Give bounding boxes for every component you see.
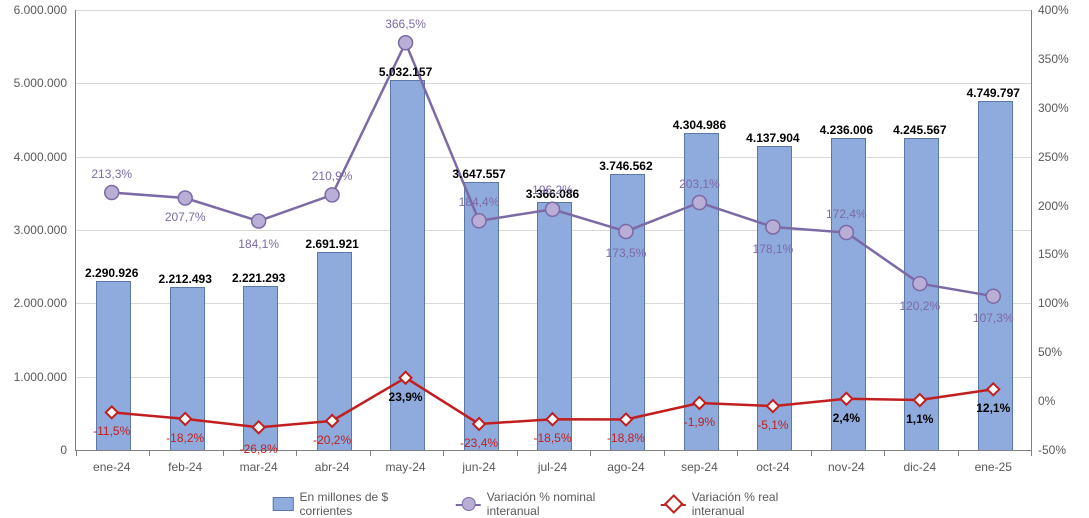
nominal-value-label: 178,1%: [753, 242, 794, 256]
bar-value-label: 4.749.797: [967, 86, 1020, 100]
y-right-tick-label: 350%: [1038, 52, 1069, 66]
y-left-tick-label: 1.000.000: [14, 370, 67, 384]
nominal-value-label: 172,4%: [826, 207, 867, 221]
y-right-tick-label: 50%: [1038, 345, 1062, 359]
legend-swatch-bar: [272, 497, 293, 511]
y-left-tick-label: 6.000.000: [14, 3, 67, 17]
x-tick-label: mar-24: [240, 460, 278, 474]
x-tick-label: ene-24: [93, 460, 130, 474]
y-right-tick-label: 100%: [1038, 296, 1069, 310]
x-tick-label: dic-24: [903, 460, 936, 474]
legend-item: En millones de $ corrientes: [272, 490, 426, 518]
legend-item: Variación % real interanual: [661, 490, 817, 518]
real-value-label: 23,9%: [389, 390, 423, 404]
legend-label: Variación % nominal interanual: [487, 490, 631, 518]
nominal-value-label: 213,3%: [91, 167, 132, 181]
x-tick-label: jun-24: [462, 460, 495, 474]
bar-value-label: 4.304.986: [673, 118, 726, 132]
y-left-tick-label: 0: [60, 443, 67, 457]
nominal-value-label: 366,5%: [385, 17, 426, 31]
nominal-value-label: 210,9%: [312, 169, 353, 183]
x-tick-label: nov-24: [828, 460, 865, 474]
real-value-label: 12,1%: [976, 401, 1010, 415]
legend: En millones de $ corrientes Variación % n…: [272, 490, 817, 518]
nominal-value-label: 196,2%: [532, 183, 573, 197]
bar-value-label: 2.691.921: [305, 237, 358, 251]
bar-value-label: 2.290.926: [85, 266, 138, 280]
bar-value-label: 3.647.557: [452, 167, 505, 181]
bar-value-label: 3.746.562: [599, 159, 652, 173]
real-value-label: -11,5%: [93, 424, 130, 438]
real-value-label: -1,9%: [684, 415, 715, 429]
legend-label: Variación % real interanual: [692, 490, 817, 518]
y-right-tick-label: -50%: [1038, 443, 1066, 457]
bar-value-label: 4.236.006: [820, 123, 873, 137]
legend-swatch-line: [661, 497, 686, 511]
legend-item: Variación % nominal interanual: [456, 490, 631, 518]
x-tick-label: sep-24: [681, 460, 718, 474]
x-tick-label: oct-24: [756, 460, 789, 474]
y-left-tick-label: 4.000.000: [14, 150, 67, 164]
y-right-tick-label: 400%: [1038, 3, 1069, 17]
y-right-tick-label: 300%: [1038, 101, 1069, 115]
real-value-label: -20,2%: [313, 433, 351, 447]
real-value-label: -5,1%: [757, 418, 788, 432]
real-value-label: -18,8%: [607, 431, 645, 445]
bar-value-label: 4.245.567: [893, 123, 946, 137]
x-tick-label: ago-24: [607, 460, 644, 474]
real-value-label: 2,4%: [833, 411, 860, 425]
x-tick-label: ene-25: [975, 460, 1012, 474]
nominal-value-label: 107,3%: [973, 311, 1014, 325]
y-left-tick-label: 2.000.000: [14, 296, 67, 310]
x-tick-label: feb-24: [168, 460, 202, 474]
y-right-tick-label: 0%: [1038, 394, 1055, 408]
legend-swatch-line: [456, 497, 481, 511]
combo-chart: En millones de $ corrientesVariación % n…: [0, 0, 1089, 512]
nominal-value-label: 173,5%: [606, 246, 647, 260]
bar-value-label: 4.137.904: [746, 131, 799, 145]
y-left-tick-label: 5.000.000: [14, 76, 67, 90]
y-right-tick-label: 150%: [1038, 247, 1069, 261]
y-left-tick-label: 3.000.000: [14, 223, 67, 237]
nominal-value-label: 120,2%: [899, 299, 940, 313]
nominal-value-label: 207,7%: [165, 210, 206, 224]
real-value-label: -23,4%: [460, 436, 498, 450]
bar-value-label: 5.032.157: [379, 65, 432, 79]
real-value-label: -26,8%: [240, 442, 278, 456]
y-right-tick-label: 200%: [1038, 199, 1069, 213]
legend-label: En millones de $ corrientes: [300, 490, 427, 518]
real-value-label: 1,1%: [906, 412, 933, 426]
bar-value-label: 2.212.493: [158, 272, 211, 286]
y-right-tick-label: 250%: [1038, 150, 1069, 164]
real-value-label: -18,2%: [166, 431, 204, 445]
nominal-value-label: 184,4%: [459, 195, 500, 209]
x-tick-label: abr-24: [315, 460, 350, 474]
x-tick-label: may-24: [386, 460, 426, 474]
real-value-label: -18,5%: [533, 431, 571, 445]
nominal-value-label: 184,1%: [238, 237, 279, 251]
x-tick-label: jul-24: [538, 460, 567, 474]
nominal-value-label: 203,1%: [679, 177, 720, 191]
bar-value-label: 2.221.293: [232, 271, 285, 285]
